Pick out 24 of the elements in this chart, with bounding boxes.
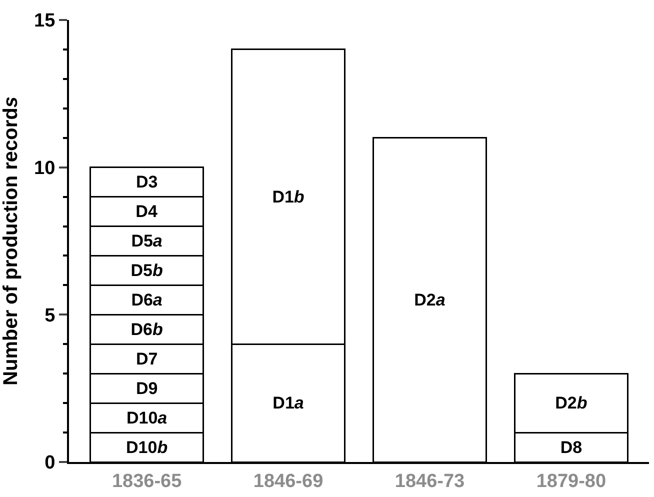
data-label: D3 bbox=[136, 172, 158, 192]
y-tick-label: 0 bbox=[44, 452, 56, 474]
data-label: D1b bbox=[272, 187, 304, 206]
data-label: D4 bbox=[136, 202, 158, 222]
data-label: D5a bbox=[131, 232, 162, 250]
y-tick-label: 15 bbox=[34, 10, 56, 32]
data-label: D5b bbox=[130, 260, 163, 280]
x-tick-label: 1846-73 bbox=[394, 470, 465, 492]
data-label: D6a bbox=[131, 290, 162, 310]
x-tick-label: 1846-69 bbox=[253, 470, 324, 492]
y-axis-title: Number of production records bbox=[0, 96, 22, 386]
data-label: D8 bbox=[560, 438, 582, 457]
data-label: D6b bbox=[130, 320, 163, 339]
data-label: D9 bbox=[136, 378, 158, 398]
x-tick-label: 1879-80 bbox=[536, 470, 606, 492]
data-label: D1a bbox=[272, 394, 304, 413]
x-tick-label: 1836-65 bbox=[112, 470, 182, 492]
data-label: D10b bbox=[126, 438, 168, 457]
data-label: D2b bbox=[555, 394, 588, 413]
data-label: D10a bbox=[126, 408, 168, 428]
data-label: D2a bbox=[414, 290, 446, 310]
data-label: D7 bbox=[136, 349, 158, 368]
y-tick-label: 10 bbox=[34, 158, 56, 179]
y-tick-label: 5 bbox=[44, 305, 56, 326]
